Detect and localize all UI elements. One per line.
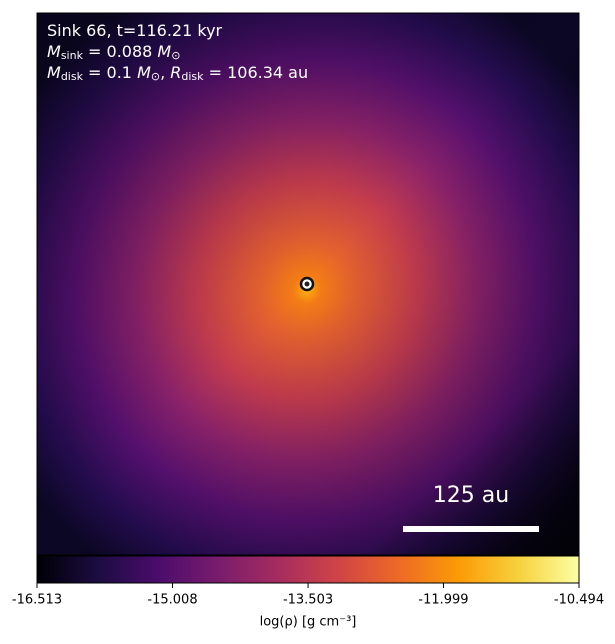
annotation-text: M bbox=[157, 42, 171, 61]
scale-bar-label: 125 au bbox=[433, 483, 509, 508]
annotation-line: Msink = 0.088 M⊙ bbox=[47, 42, 180, 63]
annotation-line: Sink 66, t=116.21 kyr bbox=[47, 21, 223, 40]
annotation-text: Sink 66, t=116.21 kyr bbox=[47, 21, 223, 40]
colorbar-label: log(ρ) [g cm⁻³] bbox=[260, 615, 357, 630]
annotation-text: disk bbox=[181, 70, 204, 83]
annotation-text: ⊙ bbox=[171, 49, 180, 62]
colorbar-tick-label: -10.494 bbox=[554, 593, 604, 608]
annotation-line: Mdisk = 0.1 M⊙, Rdisk = 106.34 au bbox=[47, 63, 308, 84]
annotation-text: M bbox=[47, 42, 61, 61]
colorbar-ticks: -16.513 -15.008 -13.503 -11.999 -10.494 bbox=[12, 583, 604, 608]
annotation-text: ⊙ bbox=[151, 70, 160, 83]
annotation-text: sink bbox=[61, 49, 84, 62]
colorbar bbox=[36, 555, 580, 584]
annotation-text: = 0.1 bbox=[83, 63, 137, 82]
scale-bar bbox=[403, 526, 539, 532]
annotation-text: = 106.34 au bbox=[204, 63, 309, 82]
annotation-text: M bbox=[47, 63, 61, 82]
colorbar-tick-label: -13.503 bbox=[283, 593, 333, 608]
sink-core bbox=[304, 281, 310, 287]
colorbar-tick-label: -11.999 bbox=[418, 593, 468, 608]
annotation-text: M bbox=[137, 63, 151, 82]
annotation-text: disk bbox=[61, 70, 84, 83]
annotation-text: , bbox=[160, 63, 170, 82]
annotation-text: R bbox=[170, 63, 181, 82]
colorbar-tick-label: -16.513 bbox=[12, 593, 62, 608]
colorbar-tick-label: -15.008 bbox=[147, 593, 197, 608]
annotation-text: = 0.088 bbox=[83, 42, 157, 61]
frame bbox=[36, 12, 580, 556]
